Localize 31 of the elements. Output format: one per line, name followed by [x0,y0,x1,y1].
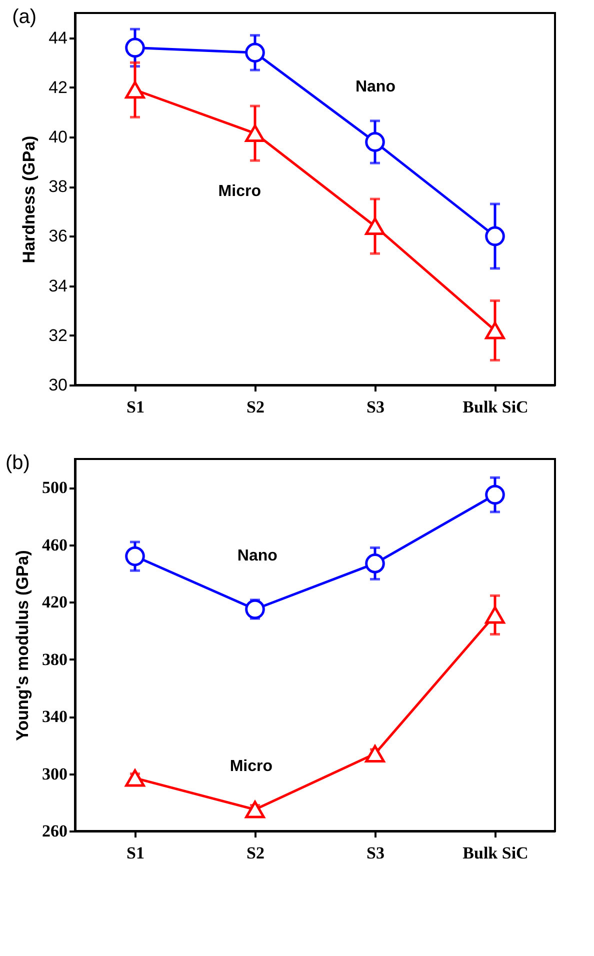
x-tick-label: S3 [366,398,384,416]
y-tick-label: 420 [42,592,68,612]
y-tick-label: 36 [48,226,68,246]
x-tick-label: S2 [246,844,264,862]
y-tick-label: 260 [42,822,68,840]
y-tick-label: 460 [42,535,68,554]
y-tick-label: 38 [48,177,68,196]
annotation: Micro [230,758,273,775]
chart-title: (a) [12,6,37,28]
y-axis-title: Young's modulus (GPa) [13,550,32,741]
x-tick-label: S3 [366,844,384,862]
x-tick-label: S1 [126,398,144,416]
x-tick-label: Bulk SiC [462,844,528,862]
x-tick-label: S1 [126,844,144,862]
chart-title: (b) [6,452,30,474]
y-tick-label: 380 [42,650,68,669]
y-tick-label: 34 [48,276,68,296]
x-tick-label: Bulk SiC [462,398,528,416]
y-tick-label: 500 [42,478,68,498]
y-tick-label: 40 [48,128,68,146]
y-axis-title: Hardness (GPa) [20,136,39,264]
y-tick-label: 340 [42,707,68,726]
annotation: Nano [237,548,278,565]
y-tick-label: 300 [42,764,68,784]
y-tick-label: 30 [48,376,68,394]
annotation: Micro [218,183,262,200]
annotation: Nano [355,78,396,96]
x-tick-label: S2 [246,398,264,416]
y-tick-label: 42 [48,78,68,97]
y-tick-label: 32 [48,326,68,345]
y-tick-label: 44 [48,28,68,48]
